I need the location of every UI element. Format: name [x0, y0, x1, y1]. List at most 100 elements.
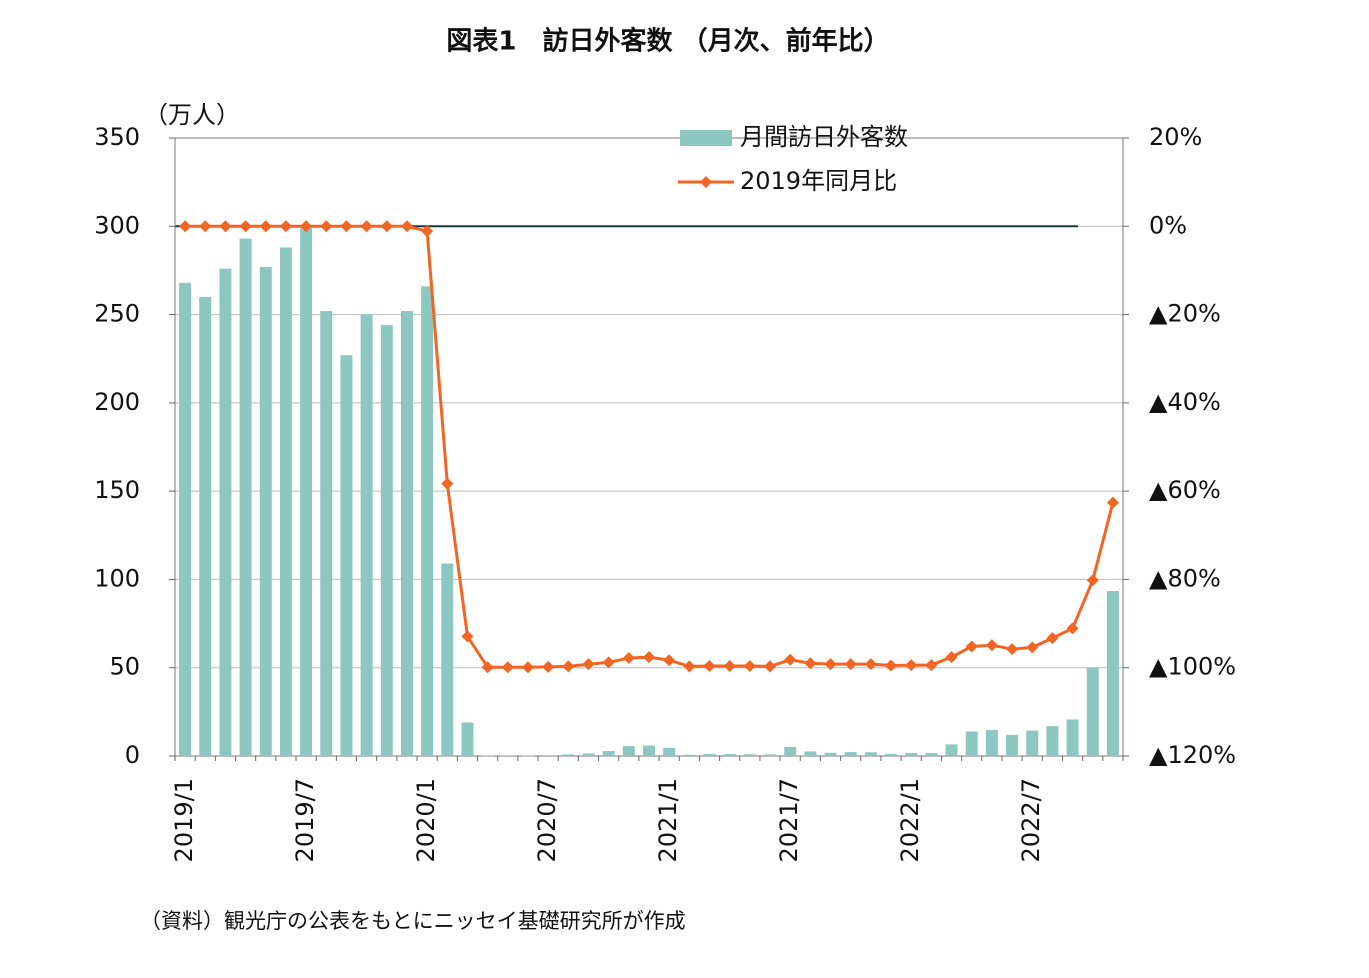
marker	[239, 220, 252, 233]
legend-label: 2019年同月比	[740, 167, 897, 195]
marker	[703, 659, 716, 672]
bar	[380, 325, 393, 756]
marker	[784, 653, 797, 666]
marker	[340, 220, 353, 233]
marker	[279, 220, 292, 233]
marker	[602, 656, 615, 669]
y2-tick-label: ▲120%	[1149, 741, 1236, 769]
bar	[481, 755, 494, 756]
marker	[1006, 643, 1019, 656]
marker	[521, 661, 534, 674]
bar	[784, 746, 797, 756]
y-tick-label: 350	[94, 123, 140, 151]
bar	[421, 286, 434, 756]
marker	[1046, 632, 1059, 645]
bar	[521, 755, 534, 756]
bar	[683, 754, 696, 756]
bar	[259, 266, 272, 756]
marker	[804, 657, 817, 670]
bar	[562, 754, 575, 756]
x-tick-label: 2020/7	[533, 778, 561, 862]
bar	[622, 746, 635, 756]
marker	[1026, 641, 1039, 654]
x-tick-label: 2019/7	[291, 778, 319, 862]
marker	[1086, 574, 1099, 587]
bar	[582, 753, 595, 756]
x-tick-label: 2021/1	[654, 778, 682, 862]
bar	[945, 744, 958, 756]
y2-tick-label: ▲60%	[1149, 476, 1221, 504]
marker	[481, 661, 494, 674]
legend-swatch	[700, 176, 712, 188]
y-tick-label: 300	[94, 211, 140, 239]
bar	[239, 238, 252, 756]
marker	[542, 660, 555, 673]
bar	[985, 730, 998, 756]
marker	[1066, 622, 1079, 635]
bar	[199, 296, 212, 756]
bar	[179, 282, 192, 756]
bar	[844, 752, 857, 756]
bar	[703, 753, 716, 756]
y2-tick-label: 0%	[1149, 211, 1187, 239]
x-tick-label: 2022/1	[896, 778, 924, 862]
marker	[421, 225, 434, 238]
y-tick-label: 0	[125, 741, 140, 769]
bar	[340, 355, 353, 756]
bar	[804, 751, 817, 756]
y2-tick-label: ▲20%	[1149, 300, 1221, 328]
marker	[723, 659, 736, 672]
bar	[723, 754, 736, 756]
bar	[764, 754, 777, 756]
y-axis-label: （万人）	[144, 101, 240, 129]
marker	[320, 220, 333, 233]
marker	[360, 220, 373, 233]
bar	[400, 311, 413, 756]
marker	[259, 220, 272, 233]
x-tick-label: 2019/1	[170, 778, 198, 862]
marker	[562, 660, 575, 673]
marker	[885, 659, 898, 672]
y-tick-label: 50	[109, 653, 140, 681]
y2-tick-label: ▲80%	[1149, 564, 1221, 592]
marker	[199, 220, 212, 233]
legend-label: 月間訪日外客数	[740, 123, 908, 151]
marker	[582, 658, 595, 671]
bar	[1026, 730, 1039, 756]
bar	[360, 314, 373, 756]
y-tick-label: 150	[94, 476, 140, 504]
marker	[179, 220, 192, 233]
y-tick-label: 200	[94, 388, 140, 416]
marker	[219, 220, 232, 233]
bar	[925, 752, 938, 756]
marker	[400, 220, 413, 233]
bar	[300, 228, 313, 757]
y2-tick-label: 20%	[1149, 123, 1202, 151]
marker	[501, 661, 514, 674]
y-tick-label: 100	[94, 564, 140, 592]
marker	[864, 658, 877, 671]
y2-tick-label: ▲100%	[1149, 653, 1236, 681]
bar	[1006, 734, 1019, 756]
marker	[764, 660, 777, 673]
marker	[663, 654, 676, 667]
marker	[945, 651, 958, 664]
bar	[743, 754, 756, 756]
bar	[1066, 719, 1079, 756]
bar	[320, 311, 333, 756]
bar	[461, 722, 474, 756]
bar	[663, 747, 676, 756]
bar	[219, 268, 232, 756]
bar	[885, 753, 898, 756]
y-tick-label: 250	[94, 300, 140, 328]
marker	[925, 659, 938, 672]
marker	[300, 220, 313, 233]
bar	[1046, 726, 1059, 756]
marker	[441, 477, 454, 490]
bar	[1106, 591, 1119, 756]
x-tick-label: 2021/7	[775, 778, 803, 862]
marker	[461, 630, 474, 643]
marker	[985, 639, 998, 652]
bar	[824, 752, 837, 756]
bar	[905, 752, 918, 756]
